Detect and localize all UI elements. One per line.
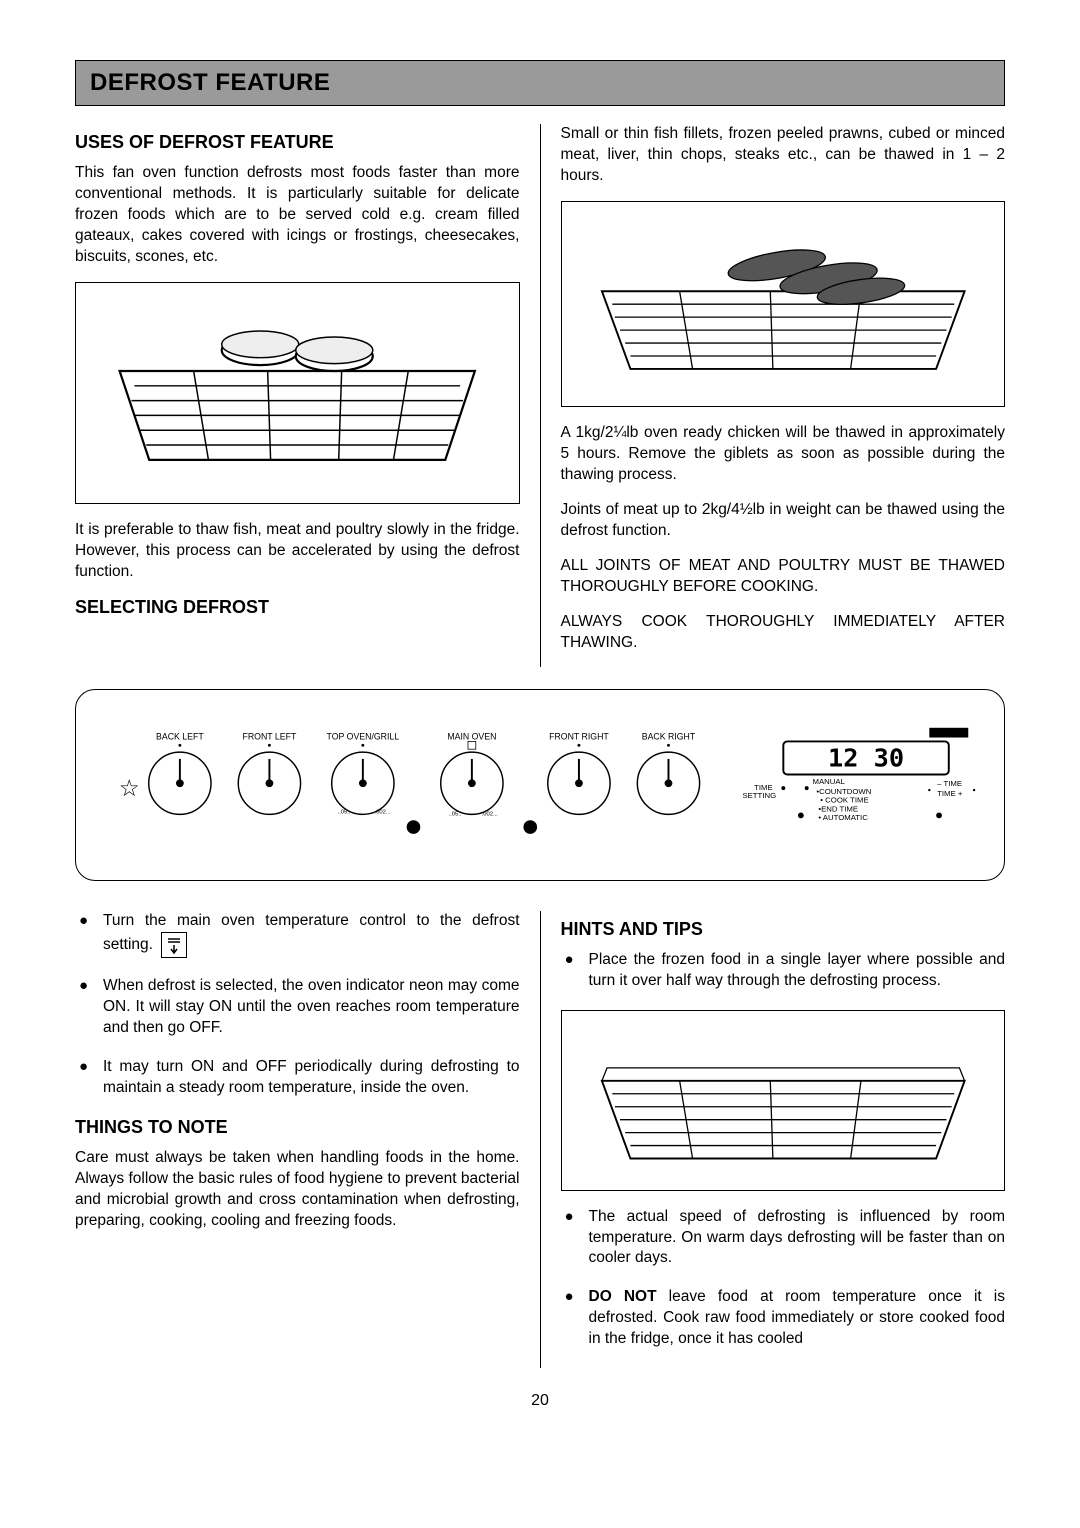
- knob-label-2: FRONT LEFT: [243, 732, 297, 742]
- right-bullets-2: The actual speed of defrosting is influe…: [561, 1207, 1006, 1351]
- clock-display: 12 30: [828, 744, 904, 773]
- heading-selecting: SELECTING DEFROST: [75, 597, 520, 618]
- lower-columns: Turn the main oven temperature control t…: [75, 911, 1005, 1368]
- rack-sausages-illustration: [576, 220, 991, 388]
- para-warning-2: ALWAYS COOK THOROUGHLY IMMEDIATELY AFTER…: [561, 612, 1006, 654]
- para-chicken: A 1kg/2¼lb oven ready chicken will be th…: [561, 423, 1006, 486]
- svg-text:SETTING: SETTING: [742, 791, 776, 800]
- bullet-single-layer: Place the frozen food in a single layer …: [561, 950, 1006, 992]
- para-thaw: It is preferable to thaw fish, meat and …: [75, 520, 520, 583]
- svg-text:TIME +: TIME +: [937, 789, 963, 798]
- knob-label-3: TOP OVEN/GRILL: [327, 732, 400, 742]
- svg-text:☆: ☆: [119, 775, 140, 801]
- bullet-speed: The actual speed of defrosting is influe…: [561, 1207, 1006, 1270]
- para-uses: This fan oven function defrosts most foo…: [75, 163, 520, 268]
- knob-label-4: MAIN OVEN: [447, 732, 496, 742]
- section-title-bar: DEFROST FEATURE: [75, 60, 1005, 106]
- figure-rack-sausages: [561, 201, 1006, 407]
- lower-right-column: HINTS AND TIPS Place the frozen food in …: [561, 911, 1006, 1368]
- bullet-indicator: When defrost is selected, the oven indic…: [75, 976, 520, 1039]
- knob-label-5: FRONT RIGHT: [549, 732, 609, 742]
- column-divider-upper: [540, 124, 541, 667]
- svg-text:• COOK TIME: • COOK TIME: [820, 796, 868, 805]
- upper-columns: USES OF DEFROST FEATURE This fan oven fu…: [75, 124, 1005, 667]
- do-not-strong: DO NOT: [589, 1288, 657, 1305]
- para-warning-1: ALL JOINTS OF MEAT AND POULTRY MUST BE T…: [561, 556, 1006, 598]
- svg-text:.002...: .002...: [375, 810, 392, 816]
- svg-text:..05..: ..05..: [338, 810, 351, 816]
- left-bullets: Turn the main oven temperature control t…: [75, 911, 520, 1099]
- control-panel-illustration: ☆ BACK LEFT FRONT LEFT TOP OVEN/GRILL: [102, 720, 978, 837]
- bullet-turn-control: Turn the main oven temperature control t…: [75, 911, 520, 958]
- control-panel-figure: ☆ BACK LEFT FRONT LEFT TOP OVEN/GRILL: [75, 689, 1005, 881]
- rack-empty-illustration: [576, 1029, 991, 1171]
- svg-text:•COUNTDOWN: •COUNTDOWN: [816, 787, 871, 796]
- defrost-icon: [161, 932, 187, 958]
- column-divider-lower: [540, 911, 541, 1368]
- para-joints: Joints of meat up to 2kg/4½lb in weight …: [561, 500, 1006, 542]
- figure-rack-empty: [561, 1010, 1006, 1190]
- upper-left-column: USES OF DEFROST FEATURE This fan oven fu…: [75, 124, 520, 667]
- bullet-do-not: DO NOT leave food at room temperature on…: [561, 1287, 1006, 1350]
- right-bullets-1: Place the frozen food in a single layer …: [561, 950, 1006, 992]
- svg-text:.002...: .002...: [482, 812, 499, 818]
- svg-text:•END TIME: •END TIME: [818, 805, 858, 814]
- svg-text:– TIME: – TIME: [937, 780, 962, 789]
- rack-cakes-illustration: [90, 297, 505, 489]
- knob-label-6: BACK RIGHT: [642, 732, 696, 742]
- lower-left-column: Turn the main oven temperature control t…: [75, 911, 520, 1368]
- para-small-items: Small or thin fish fillets, frozen peele…: [561, 124, 1006, 187]
- page-number: 20: [75, 1392, 1005, 1410]
- svg-text:..05..: ..05..: [449, 812, 462, 818]
- heading-hints: HINTS AND TIPS: [561, 919, 1006, 940]
- heading-things-to-note: THINGS TO NOTE: [75, 1117, 520, 1138]
- figure-rack-cakes: [75, 282, 520, 504]
- svg-text:MANUAL: MANUAL: [813, 778, 846, 787]
- knob-label-1: BACK LEFT: [156, 732, 204, 742]
- section-title: DEFROST FEATURE: [90, 69, 990, 97]
- bullet-periodic: It may turn ON and OFF periodically duri…: [75, 1057, 520, 1099]
- heading-uses: USES OF DEFROST FEATURE: [75, 132, 520, 153]
- para-care: Care must always be taken when handling …: [75, 1148, 520, 1232]
- upper-right-column: Small or thin fish fillets, frozen peele…: [561, 124, 1006, 667]
- svg-text:• AUTOMATIC: • AUTOMATIC: [818, 814, 868, 823]
